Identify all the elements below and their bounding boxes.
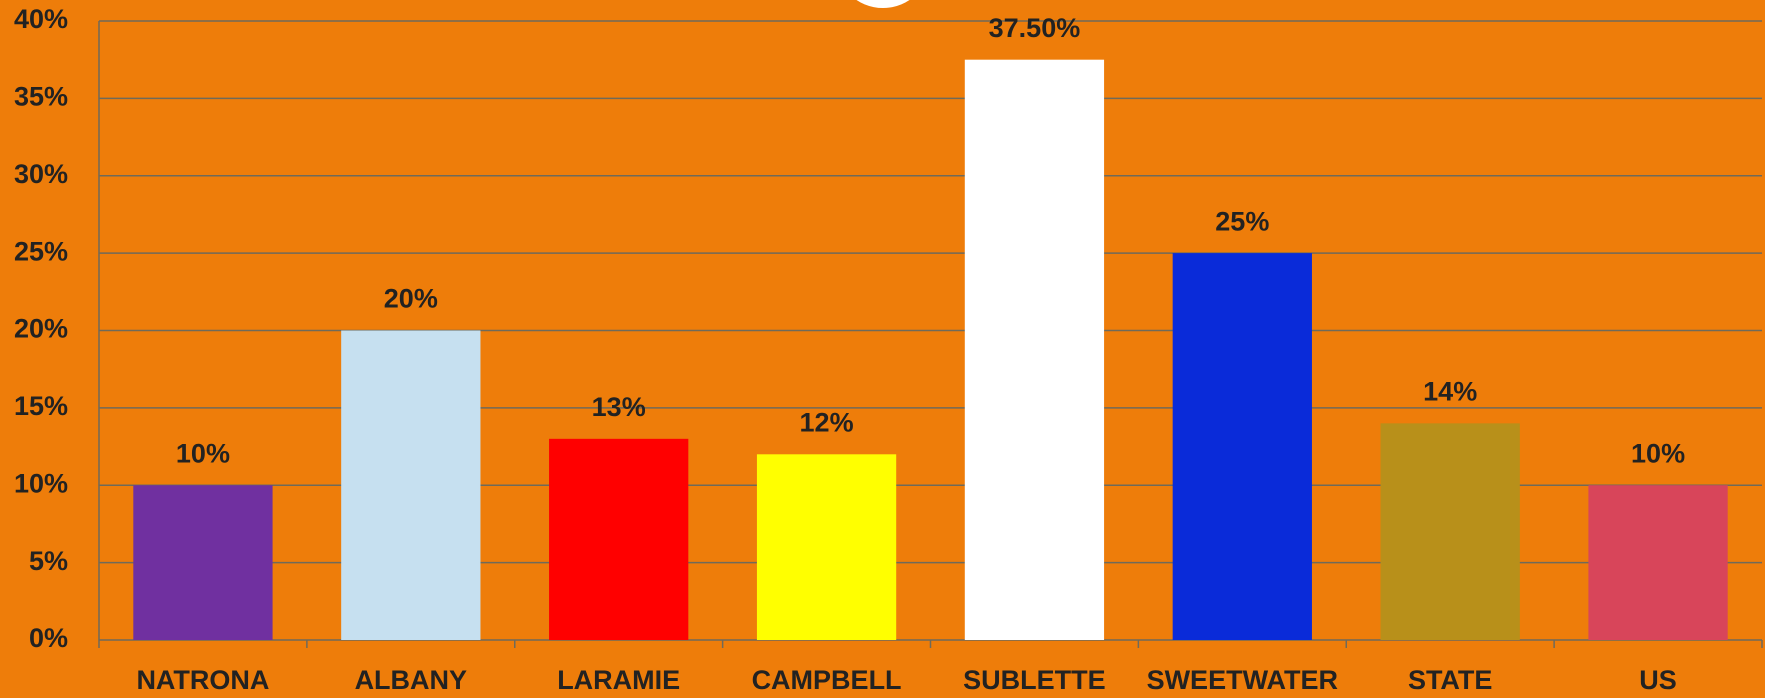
x-tick-label: ALBANY: [355, 665, 468, 695]
bar: [341, 331, 480, 641]
data-label: 10%: [176, 438, 230, 468]
bar: [757, 454, 896, 640]
x-tick-label: STATE: [1408, 665, 1493, 695]
y-tick-label: 30%: [14, 159, 68, 189]
x-tick-label: CAMPBELL: [752, 665, 902, 695]
y-tick-label: 10%: [14, 468, 68, 498]
data-label: 25%: [1215, 206, 1269, 236]
y-tick-label: 15%: [14, 391, 68, 421]
bar: [1588, 485, 1727, 640]
y-tick-label: 5%: [29, 546, 68, 576]
bar: [133, 485, 272, 640]
y-tick-label: 40%: [14, 4, 68, 34]
data-label: 13%: [592, 392, 646, 422]
data-label: 10%: [1631, 438, 1685, 468]
bar: [965, 60, 1104, 640]
bar: [1173, 253, 1312, 640]
x-tick-label: LARAMIE: [557, 665, 680, 695]
y-tick-label: 0%: [29, 623, 68, 653]
data-label: 37.50%: [989, 13, 1081, 43]
chart: 0% 5% 10% 15% 20% 25% 30% 35% 40% NATRONA 10% ALBAN…: [0, 0, 1765, 698]
x-tick-label: US: [1639, 665, 1677, 695]
data-label: 12%: [800, 407, 854, 437]
bar: [1381, 423, 1520, 640]
page: 0% 5% 10% 15% 20% 25% 30% 35% 40% NATRONA 10% ALBAN…: [0, 0, 1765, 698]
data-label: 14%: [1423, 376, 1477, 406]
y-tick-label: 25%: [14, 236, 68, 266]
data-label: 20%: [384, 284, 438, 314]
x-tick-label: SWEETWATER: [1147, 665, 1339, 695]
y-tick-label: 35%: [14, 82, 68, 112]
bar: [549, 439, 688, 640]
x-tick-label: NATRONA: [136, 665, 269, 695]
y-tick-label: 20%: [14, 314, 68, 344]
x-tick-label: SUBLETTE: [963, 665, 1106, 695]
